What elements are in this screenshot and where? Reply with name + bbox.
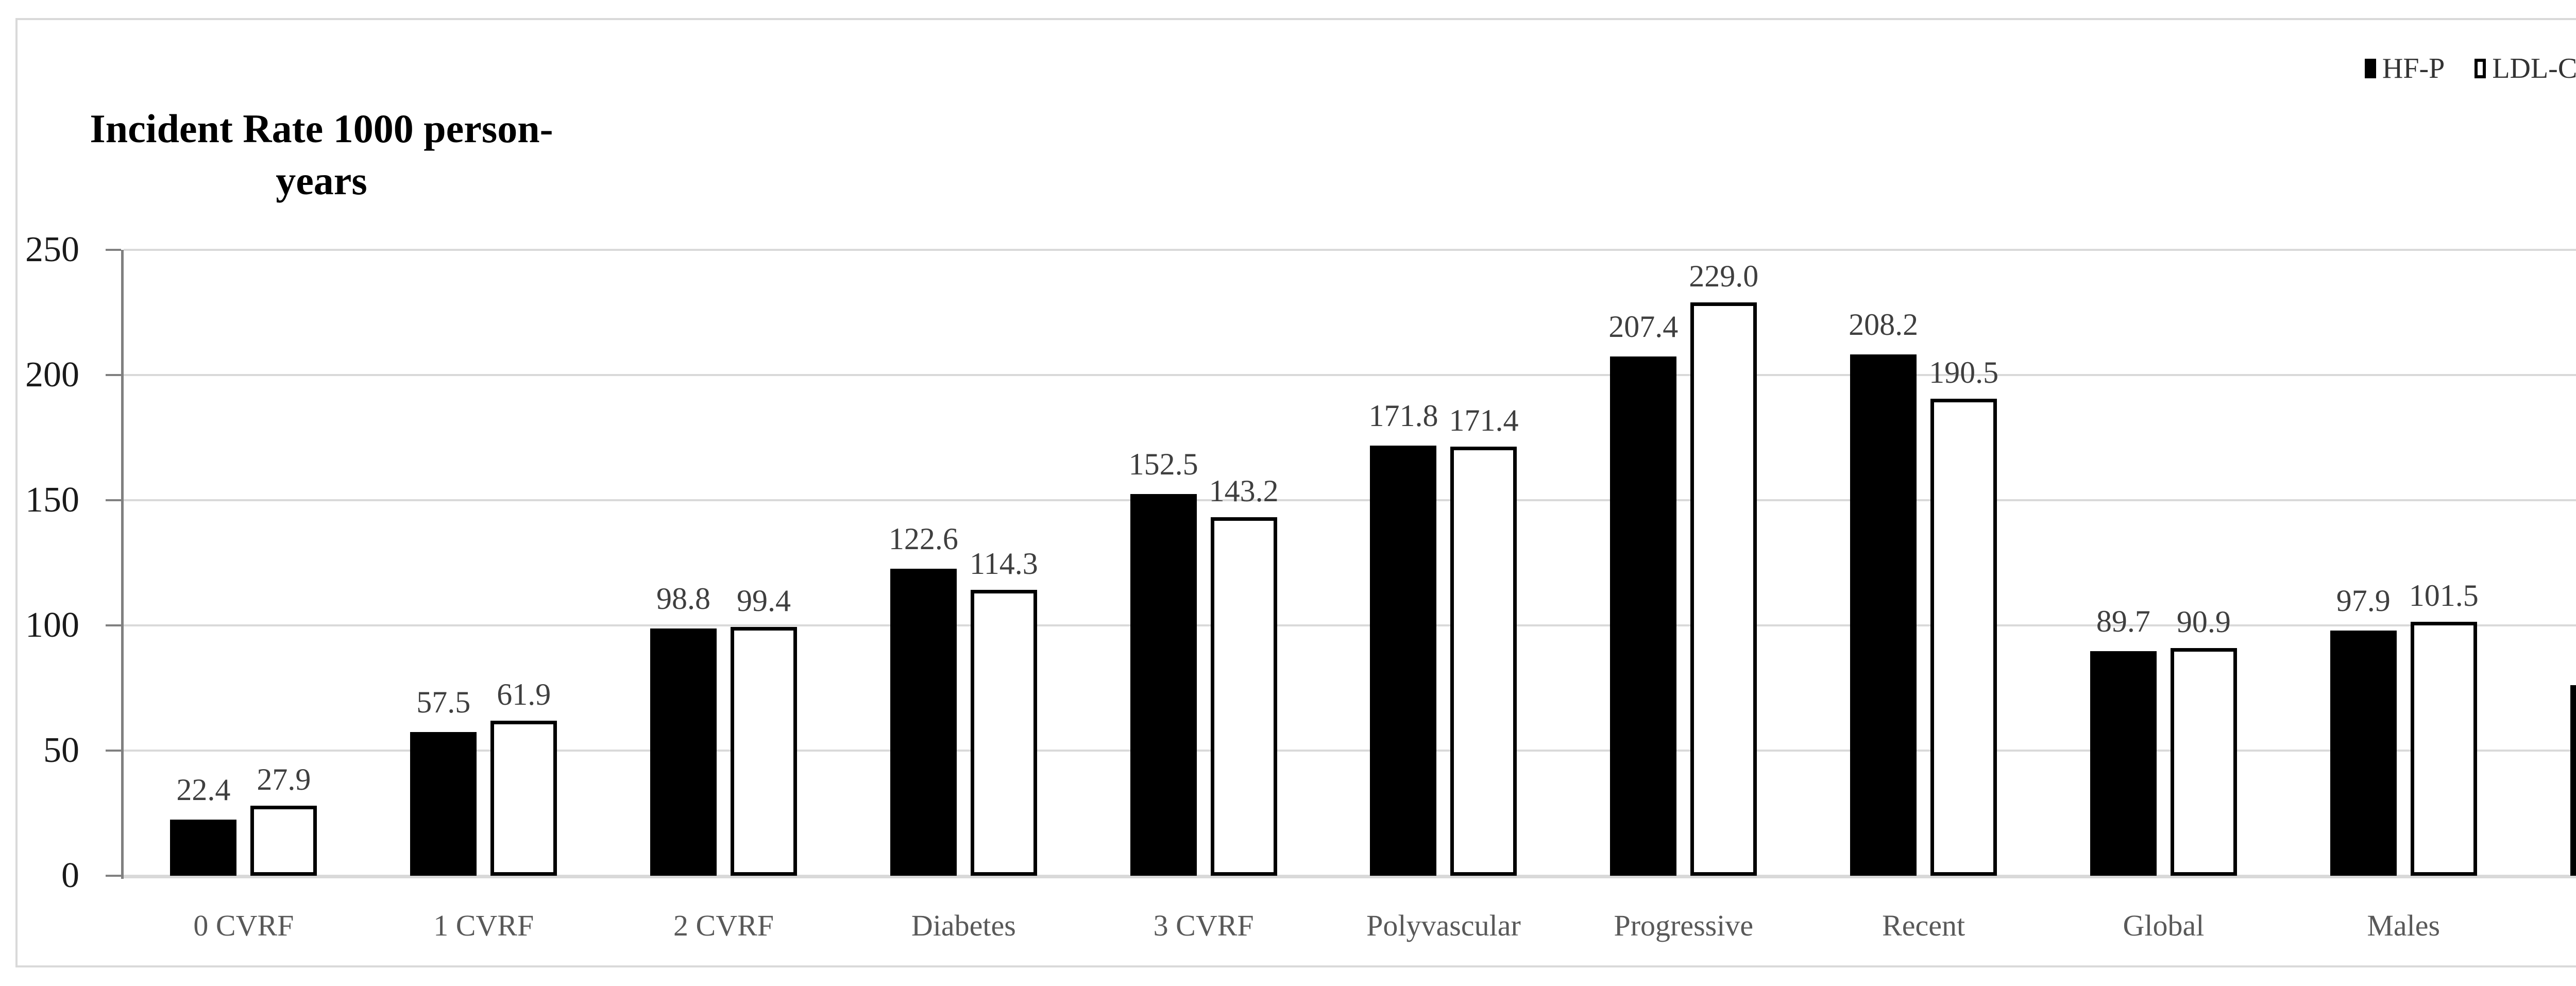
- y-tick-label-150: 150: [25, 480, 79, 520]
- bar-hf-p-1-cvrf: 57.5: [410, 686, 477, 876]
- y-axis-tick-0: [106, 875, 121, 877]
- bar-hf-p-global: 89.7: [2090, 605, 2157, 876]
- bar-group-polyvascular: 171.8 171.4: [1324, 250, 1564, 876]
- gridline-150: [124, 499, 2576, 501]
- data-label-ldl-c-115-mg-dl-diabetes: 114.3: [969, 546, 1038, 581]
- x-axis-labels: 0 CVRF 1 CVRF 2 CVRF Diabetes 3 CVRF Polyvasc…: [124, 879, 2576, 943]
- bar-group-1-cvrf: 57.5 61.9: [364, 250, 604, 876]
- y-axis-tick-250: [106, 249, 121, 251]
- gridline-250: [124, 249, 2576, 251]
- bar-ldl-c-115-mg-dl-polyvascular: 171.4: [1449, 404, 1518, 876]
- y-tick-label-100: 100: [25, 605, 79, 645]
- bar-ldl-c-115-mg-dl-diabetes: 114.3: [970, 547, 1038, 876]
- legend-marker-hf-p: [2364, 59, 2376, 78]
- bar-ldl-c-115-mg-dl-0-cvrf: 27.9: [250, 763, 317, 876]
- bar-ldl-c-115-mg-dl-recent: 190.5: [1929, 356, 1998, 876]
- bar-hf-p-0-cvrf: 22.4: [170, 773, 237, 876]
- y-axis-title: Incident Rate 1000 person-years: [90, 106, 553, 203]
- category-label-males: Males: [2367, 909, 2441, 942]
- y-axis-tick-50: [106, 750, 121, 752]
- legend-marker-ldl-c-115-mg-dl: [2475, 59, 2486, 78]
- y-axis-tick-200: [106, 374, 121, 376]
- bar-hf-p-polyvascular: 171.8: [1368, 399, 1438, 876]
- data-label-ldl-c-115-mg-dl-0-cvrf: 27.9: [257, 762, 311, 797]
- data-label-ldl-c-115-mg-dl-recent: 190.5: [1929, 355, 1999, 390]
- data-label-hf-p-1-cvrf: 57.5: [416, 685, 471, 719]
- plot-area: 22.4 27.9 57.5 61.9 98.8 99.4 122.6 114.3 152.5 1…: [25, 232, 2576, 894]
- bar-hf-p-progressive: 207.4: [1608, 310, 1678, 876]
- bar-group-progressive: 207.4 229.0: [1564, 250, 1804, 876]
- bar-ldl-c-115-mg-dl-1-cvrf: 61.9: [490, 678, 557, 876]
- category-label-females: Females: [2523, 879, 2576, 943]
- bar-group-2-cvrf: 98.8 99.4: [604, 250, 844, 876]
- data-label-hf-p-3-cvrf: 152.5: [1128, 447, 1198, 481]
- bar-ldl-c-115-mg-dl-2-cvrf: 99.4: [731, 584, 798, 876]
- legend-label-ldl-c-115-mg-dl: LDL-C<115 mg/dL: [2492, 53, 2576, 84]
- bar-ldl-c-115-mg-dl-progressive: 229.0: [1689, 260, 1758, 876]
- bar-hf-p-females: 76.1: [2570, 685, 2576, 876]
- y-axis-tick-150: [106, 499, 121, 501]
- data-label-ldl-c-115-mg-dl-polyvascular: 171.4: [1449, 403, 1519, 437]
- data-label-ldl-c-115-mg-dl-2-cvrf: 99.4: [737, 583, 791, 618]
- bar-group-diabetes: 122.6 114.3: [843, 250, 1083, 876]
- data-label-ldl-c-115-mg-dl-3-cvrf: 143.2: [1209, 474, 1279, 508]
- bar-group-0-cvrf: 22.4 27.9: [124, 250, 364, 876]
- legend-item-ldl-c-115-mg-dl: LDL-C<115 mg/dL: [2475, 52, 2576, 85]
- data-label-hf-p-2-cvrf: 98.8: [656, 581, 711, 616]
- bar-hf-p-2-cvrf: 98.8: [650, 582, 717, 876]
- data-label-ldl-c-115-mg-dl-1-cvrf: 61.9: [497, 677, 551, 712]
- category-label-0-cvrf: 0 CVRF: [193, 909, 294, 942]
- category-label-3-cvrf: 3 CVRF: [1153, 909, 1254, 942]
- data-label-hf-p-males: 97.9: [2336, 584, 2391, 618]
- bar-group-global: 89.7 90.9: [2044, 250, 2284, 876]
- data-label-hf-p-polyvascular: 171.8: [1368, 399, 1438, 433]
- category-label-progressive: Progressive: [1614, 909, 1754, 942]
- y-tick-label-250: 250: [25, 230, 79, 269]
- legend: HF-P LDL-C<115 mg/dL: [2364, 52, 2576, 85]
- legend-item-hf-p: HF-P: [2364, 52, 2445, 85]
- y-tick-label-0: 0: [61, 856, 79, 895]
- bar-ldl-c-115-mg-dl-males: 101.5: [2409, 579, 2479, 876]
- bar-ldl-c-115-mg-dl-global: 90.9: [2170, 605, 2237, 876]
- data-label-hf-p-recent: 208.2: [1849, 308, 1919, 342]
- bar-hf-p-diabetes: 122.6: [889, 522, 958, 876]
- bar-groups: 22.4 27.9 57.5 61.9 98.8 99.4 122.6 114.3 152.5 1…: [124, 250, 2576, 876]
- gridline-200: [124, 374, 2576, 376]
- gridline-0: [124, 875, 2576, 878]
- bar-group-females: 76.171.7: [2523, 250, 2576, 876]
- data-label-hf-p-diabetes: 122.6: [888, 522, 958, 556]
- y-axis-tick-100: [106, 624, 121, 626]
- category-label-2-cvrf: 2 CVRF: [673, 909, 774, 942]
- category-label-recent: Recent: [1882, 909, 1965, 942]
- bar-hf-p-recent: 208.2: [1849, 308, 1918, 876]
- y-tick-label-200: 200: [25, 355, 79, 395]
- category-label-diabetes: Diabetes: [911, 909, 1016, 942]
- bar-ldl-c-115-mg-dl-3-cvrf: 143.2: [1209, 474, 1279, 876]
- bar-group-3-cvrf: 152.5 143.2: [1083, 250, 1324, 876]
- bar-group-recent: 208.2 190.5: [1804, 250, 2044, 876]
- category-label-global: Global: [2123, 909, 2205, 942]
- gridline-50: [124, 750, 2576, 752]
- data-label-ldl-c-115-mg-dl-global: 90.9: [2176, 605, 2231, 639]
- category-label-polyvascular: Polyvascular: [1366, 909, 1521, 942]
- legend-label-hf-p: HF-P: [2382, 53, 2445, 84]
- data-label-ldl-c-115-mg-dl-progressive: 229.0: [1689, 259, 1759, 294]
- data-label-hf-p-progressive: 207.4: [1608, 310, 1679, 344]
- gridline-100: [124, 624, 2576, 626]
- y-axis-line: [121, 250, 124, 879]
- data-label-hf-p-global: 89.7: [2096, 604, 2150, 639]
- data-label-hf-p-0-cvrf: 22.4: [176, 773, 231, 807]
- bar-hf-p-3-cvrf: 152.5: [1129, 448, 1198, 876]
- chart-frame: Incident Rate 1000 person-years HF-P LDL-…: [15, 18, 2576, 967]
- category-label-1-cvrf: 1 CVRF: [433, 909, 534, 942]
- bar-group-males: 97.9 101.5: [2283, 250, 2523, 876]
- bar-hf-p-males: 97.9: [2330, 584, 2397, 876]
- data-label-ldl-c-115-mg-dl-males: 101.5: [2409, 578, 2479, 613]
- y-tick-label-50: 50: [43, 730, 79, 770]
